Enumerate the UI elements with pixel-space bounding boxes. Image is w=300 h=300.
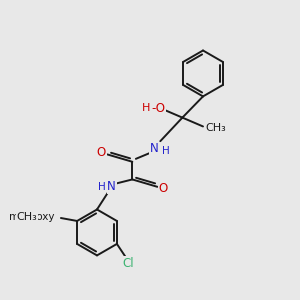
Text: methoxy: methoxy xyxy=(9,212,54,222)
Text: H: H xyxy=(162,146,170,157)
Text: -O: -O xyxy=(151,102,165,115)
Text: H: H xyxy=(142,103,150,113)
Text: N: N xyxy=(150,142,159,155)
Text: H: H xyxy=(98,182,106,192)
Text: N: N xyxy=(107,180,116,193)
Text: O: O xyxy=(159,182,168,195)
Text: CH₃: CH₃ xyxy=(16,212,38,222)
Text: O: O xyxy=(40,211,49,224)
Text: O: O xyxy=(97,146,106,159)
Text: CH₃: CH₃ xyxy=(206,123,226,133)
Text: Cl: Cl xyxy=(123,256,134,270)
